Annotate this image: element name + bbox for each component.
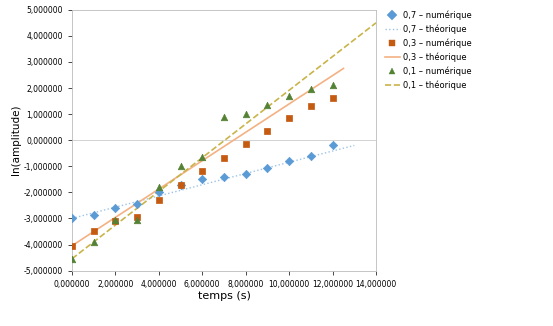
Point (285, 158, 294, 164)
Point (220, 156, 228, 161)
Point (111, 218, 120, 224)
Point (89, 212, 98, 217)
Point (241, 111, 250, 117)
Point (328, 83, 337, 88)
Point (133, 217, 142, 222)
Point (241, 171, 250, 177)
Point (154, 185, 163, 190)
Point (285, 115, 294, 121)
Point (241, 141, 250, 147)
Point (67, 243, 76, 248)
Point (263, 102, 272, 108)
Point (67, 216, 76, 221)
Point (89, 239, 98, 244)
Point (220, 114, 228, 119)
Point (263, 128, 272, 134)
Point (198, 177, 207, 182)
Point (198, 155, 207, 160)
Point (111, 205, 120, 211)
Point (176, 164, 185, 169)
Point (154, 198, 163, 203)
Point (285, 93, 294, 98)
Point (176, 182, 185, 187)
Point (328, 143, 337, 148)
Point (263, 165, 272, 170)
Point (328, 96, 337, 101)
Point (306, 104, 315, 109)
Point (154, 190, 163, 195)
Legend: 0,7 – numérique, 0,7 – théorique, 0,3 – numérique, 0,3 – théorique, 0,1 – numéri: 0,7 – numérique, 0,7 – théorique, 0,3 – … (383, 9, 474, 92)
Point (176, 182, 185, 187)
Point (198, 169, 207, 174)
X-axis label: temps (s): temps (s) (197, 291, 251, 301)
Point (133, 215, 142, 220)
Point (67, 256, 76, 261)
Point (133, 201, 142, 207)
Point (306, 153, 315, 158)
Point (220, 174, 228, 179)
Point (89, 229, 98, 234)
Y-axis label: ln(amplitude): ln(amplitude) (11, 105, 21, 175)
Point (306, 87, 315, 92)
Point (111, 217, 120, 222)
